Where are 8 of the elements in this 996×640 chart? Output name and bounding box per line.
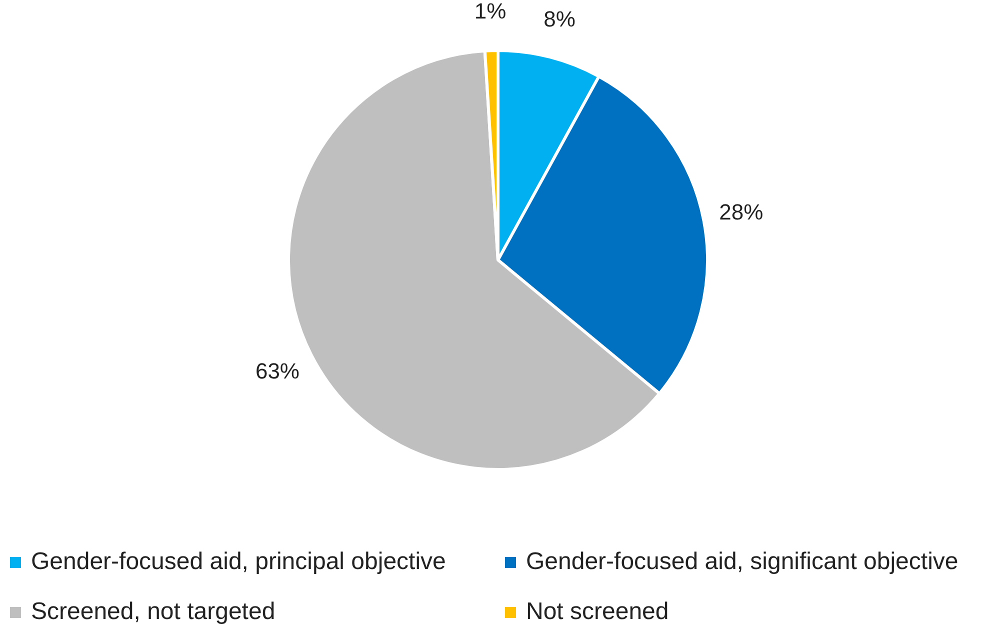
data-label: 8%	[544, 6, 576, 32]
legend-label: Screened, not targeted	[31, 598, 276, 626]
data-label: 63%	[255, 358, 300, 384]
legend-label: Gender-focused aid, significant objective	[526, 548, 958, 576]
data-label: 28%	[719, 200, 764, 225]
legend-label: Not screened	[526, 598, 669, 626]
data-label: 1%	[474, 0, 506, 24]
legend-label: Gender-focused aid, principal objective	[31, 548, 446, 576]
